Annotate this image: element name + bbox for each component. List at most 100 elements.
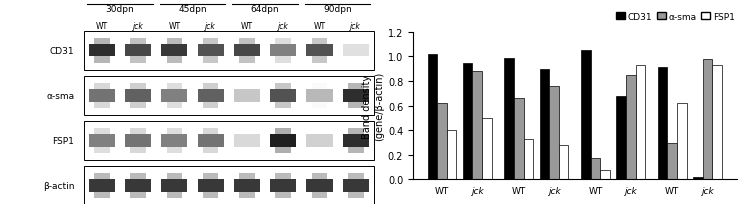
- Bar: [83, 166, 374, 204]
- Bar: [89, 90, 115, 102]
- Text: 64dpn: 64dpn: [251, 5, 279, 14]
- Bar: [343, 135, 369, 147]
- Bar: [234, 45, 260, 57]
- Bar: [307, 90, 333, 102]
- Bar: [312, 129, 327, 135]
- Text: 30dpn: 30dpn: [106, 5, 135, 14]
- Bar: [348, 192, 364, 198]
- Text: jck: jck: [278, 21, 289, 30]
- Bar: [437, 104, 447, 180]
- Bar: [270, 45, 296, 57]
- Bar: [125, 135, 151, 147]
- Bar: [94, 129, 109, 135]
- Bar: [198, 90, 224, 102]
- Bar: [203, 192, 219, 198]
- Bar: [348, 57, 364, 63]
- Bar: [239, 147, 254, 153]
- Bar: [167, 57, 182, 63]
- Bar: [312, 192, 327, 198]
- Bar: [94, 39, 109, 45]
- Text: WT: WT: [241, 21, 253, 30]
- Bar: [167, 102, 182, 108]
- Bar: [94, 84, 109, 90]
- Text: 45dpn: 45dpn: [179, 5, 207, 14]
- Bar: [239, 84, 254, 90]
- Bar: [677, 104, 687, 180]
- Bar: [307, 180, 333, 192]
- Bar: [348, 129, 364, 135]
- Bar: [125, 90, 151, 102]
- Bar: [167, 173, 182, 180]
- Bar: [239, 129, 254, 135]
- Bar: [275, 192, 291, 198]
- Text: 90dpn: 90dpn: [323, 5, 352, 14]
- Bar: [307, 45, 333, 57]
- Bar: [130, 173, 146, 180]
- Bar: [626, 75, 635, 180]
- Bar: [239, 57, 254, 63]
- Bar: [312, 57, 327, 63]
- Bar: [203, 57, 219, 63]
- Bar: [343, 180, 369, 192]
- Bar: [270, 135, 296, 147]
- Bar: [463, 63, 472, 180]
- Bar: [167, 84, 182, 90]
- Text: WT: WT: [96, 21, 108, 30]
- Bar: [270, 180, 296, 192]
- Bar: [167, 39, 182, 45]
- Bar: [312, 102, 327, 108]
- Bar: [130, 192, 146, 198]
- Bar: [83, 32, 374, 70]
- Text: CD31: CD31: [50, 47, 74, 55]
- Bar: [514, 99, 524, 180]
- Bar: [504, 58, 514, 180]
- Bar: [348, 39, 364, 45]
- Bar: [428, 55, 437, 180]
- Bar: [312, 147, 327, 153]
- Bar: [712, 66, 722, 180]
- Bar: [94, 57, 109, 63]
- Bar: [239, 102, 254, 108]
- Bar: [581, 51, 591, 180]
- Bar: [203, 39, 219, 45]
- Bar: [312, 39, 327, 45]
- Bar: [348, 84, 364, 90]
- Bar: [234, 180, 260, 192]
- Bar: [549, 86, 559, 180]
- Bar: [83, 121, 374, 160]
- Bar: [275, 147, 291, 153]
- Bar: [275, 39, 291, 45]
- Bar: [130, 57, 146, 63]
- Bar: [702, 60, 712, 180]
- Text: jck: jck: [132, 21, 144, 30]
- Bar: [161, 180, 187, 192]
- Bar: [161, 90, 187, 102]
- Bar: [559, 145, 568, 180]
- Bar: [667, 143, 677, 180]
- Bar: [348, 147, 364, 153]
- Bar: [693, 177, 702, 180]
- Bar: [616, 96, 626, 180]
- Bar: [203, 173, 219, 180]
- Bar: [270, 90, 296, 102]
- Bar: [348, 173, 364, 180]
- Bar: [198, 180, 224, 192]
- Bar: [307, 135, 333, 147]
- Bar: [167, 129, 182, 135]
- Bar: [343, 90, 369, 102]
- Legend: CD31, α-sma, FSP1: CD31, α-sma, FSP1: [612, 9, 739, 25]
- Bar: [275, 84, 291, 90]
- Bar: [167, 147, 182, 153]
- Bar: [94, 173, 109, 180]
- Bar: [94, 147, 109, 153]
- Bar: [130, 84, 146, 90]
- Bar: [234, 90, 260, 102]
- Bar: [343, 45, 369, 57]
- Bar: [130, 102, 146, 108]
- Text: jck: jck: [350, 21, 361, 30]
- Bar: [234, 135, 260, 147]
- Bar: [89, 135, 115, 147]
- Text: WT: WT: [168, 21, 181, 30]
- Bar: [167, 192, 182, 198]
- Bar: [203, 84, 219, 90]
